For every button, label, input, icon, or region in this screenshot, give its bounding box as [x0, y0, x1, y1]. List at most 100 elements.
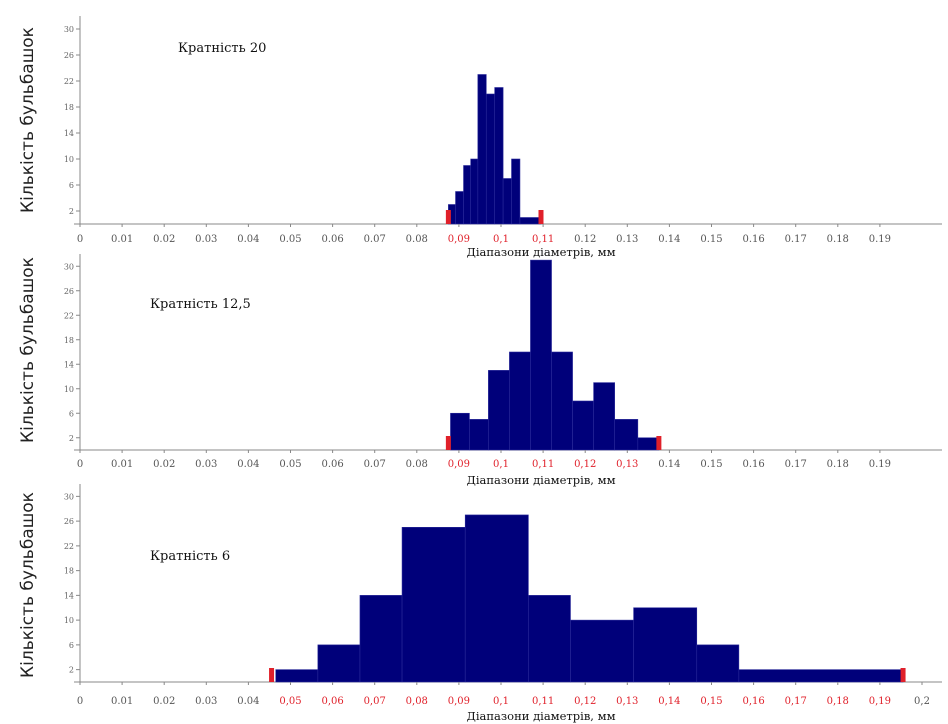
histogram-bar [509, 351, 531, 451]
x-tick-label: 0,12 [574, 696, 596, 707]
y-tick-label: 6 [69, 409, 74, 418]
x-tick-label: 0.04 [237, 234, 259, 245]
x-tick-label: 0.19 [869, 234, 891, 245]
chart-title: Кратність 20 [178, 41, 266, 56]
x-tick-label: 0.05 [279, 459, 301, 470]
y-tick-label: 2 [69, 666, 74, 675]
range-marker [445, 436, 451, 450]
range-marker [269, 668, 275, 682]
x-axis-label: Діапазони діаметрів, мм [466, 473, 615, 487]
x-tick-label: 0.14 [658, 234, 680, 245]
histogram-bar [470, 158, 479, 225]
x-tick-label: 0,06 [321, 696, 343, 707]
y-tick-label: 10 [64, 385, 74, 394]
y-axis-label: Кількість бульбашок [18, 27, 38, 213]
x-tick-label: 0.06 [321, 459, 343, 470]
histogram-bar [485, 93, 495, 225]
chart-title: Кратність 6 [150, 549, 230, 564]
histogram-bar [488, 370, 510, 451]
histogram-bar [401, 527, 466, 683]
histogram-bar [738, 669, 904, 683]
x-tick-label: 0,13 [616, 459, 638, 470]
x-tick-label: 0.18 [827, 459, 849, 470]
x-tick-label: 0.01 [111, 696, 133, 707]
x-tick-label: 0.14 [658, 459, 680, 470]
histogram-bar [359, 595, 403, 683]
x-tick-label: 0.03 [195, 696, 217, 707]
x-tick-label: 0,09 [448, 234, 470, 245]
x-tick-label: 0.18 [827, 234, 849, 245]
x-tick-label: 0.05 [279, 234, 301, 245]
range-marker [538, 210, 544, 224]
x-tick-label: 0,1 [493, 696, 509, 707]
histogram-bar [551, 351, 573, 451]
x-tick-label: 0.07 [364, 459, 386, 470]
x-tick-label: 0,11 [532, 459, 554, 470]
histogram-bar [633, 607, 698, 683]
y-tick-label: 14 [64, 129, 74, 138]
x-tick-label: 0.08 [406, 459, 428, 470]
x-tick-label: 0 [77, 234, 83, 245]
y-tick-label: 26 [64, 517, 74, 526]
y-tick-label: 6 [69, 641, 74, 650]
y-tick-label: 6 [69, 181, 74, 190]
y-tick-label: 30 [64, 25, 74, 34]
x-tick-label: 0.19 [869, 459, 891, 470]
y-tick-label: 2 [69, 207, 74, 216]
histogram-bar [502, 178, 512, 225]
histogram-bar [275, 669, 319, 683]
x-tick-label: 0.15 [700, 459, 722, 470]
range-marker [445, 210, 451, 224]
histogram-bar [463, 165, 471, 225]
x-tick-label: 0,11 [532, 696, 554, 707]
x-tick-label: 0,2 [914, 696, 930, 707]
range-marker [656, 436, 662, 450]
x-tick-label: 0,08 [406, 696, 428, 707]
histogram-bar [455, 191, 464, 225]
x-tick-label: 0.03 [195, 234, 217, 245]
histogram-bar [530, 259, 552, 451]
histogram-bar [570, 619, 634, 683]
x-tick-label: 0.16 [742, 459, 764, 470]
x-tick-label: 0.04 [237, 459, 259, 470]
y-tick-label: 18 [64, 567, 74, 576]
x-tick-label: 0.03 [195, 459, 217, 470]
x-tick-label: 0,09 [448, 696, 470, 707]
x-tick-label: 0,14 [658, 696, 680, 707]
x-tick-label: 0,19 [869, 696, 891, 707]
histogram-bar [317, 644, 361, 683]
histogram-bar [696, 644, 740, 683]
y-tick-label: 10 [64, 616, 74, 625]
x-tick-label: 0.17 [785, 234, 807, 245]
y-tick-label: 2 [69, 434, 74, 443]
histogram-bar [450, 412, 470, 451]
x-tick-label: 0,18 [827, 696, 849, 707]
range-marker [900, 668, 906, 682]
x-tick-label: 0.02 [153, 234, 175, 245]
y-axis-label: Кількість бульбашок [18, 492, 38, 678]
y-tick-label: 22 [64, 542, 74, 551]
histogram-bar [528, 595, 571, 683]
x-tick-label: 0.12 [574, 234, 596, 245]
y-tick-label: 10 [64, 155, 74, 164]
y-tick-label: 22 [64, 77, 74, 86]
x-axis-label: Діапазони діаметрів, мм [466, 709, 615, 723]
x-tick-label: 0.17 [785, 459, 807, 470]
x-tick-label: 0,09 [448, 459, 470, 470]
y-tick-label: 26 [64, 51, 74, 60]
histogram-bar [593, 382, 615, 451]
histogram-bar [469, 419, 489, 451]
x-tick-label: 0.01 [111, 234, 133, 245]
x-tick-label: 0 [77, 696, 83, 707]
x-tick-label: 0,13 [616, 696, 638, 707]
x-tick-label: 0.07 [364, 234, 386, 245]
histogram-bar [511, 158, 521, 225]
x-tick-label: 0,12 [574, 459, 596, 470]
histogram-bar [572, 400, 594, 451]
histogram-bar [494, 87, 504, 225]
x-tick-label: 0,05 [279, 696, 301, 707]
y-tick-label: 22 [64, 311, 74, 320]
